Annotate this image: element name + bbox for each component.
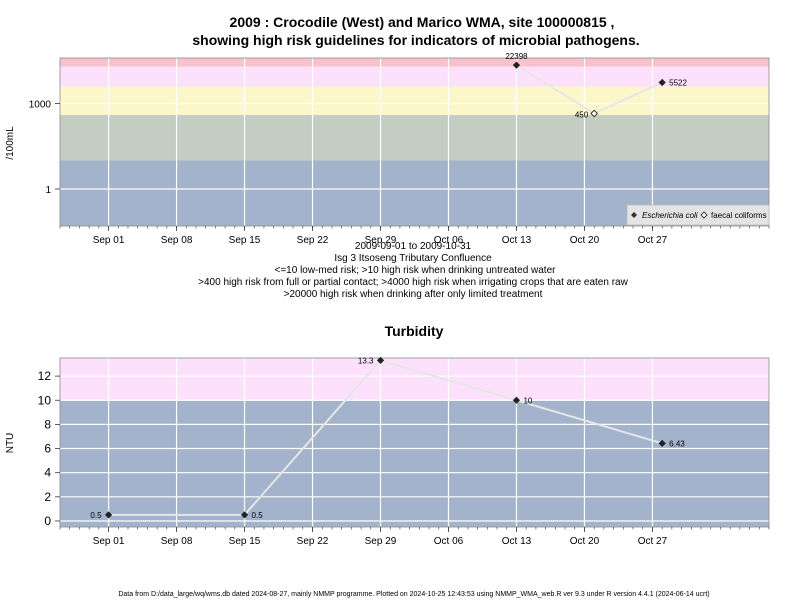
- p1-ytick-label-0: 1: [45, 185, 51, 196]
- legend-ecoli-label: Escherichia coli: [642, 211, 698, 220]
- p1-xtick-label-7: Oct 20: [570, 235, 600, 246]
- p2-point-label-2: 13.3: [358, 356, 374, 365]
- chart1-ylabel: /100mL: [5, 126, 16, 160]
- p1-point-label-1-0: 450: [575, 110, 589, 119]
- p2-point-label-0: 0.5: [90, 511, 102, 520]
- p2-point-3: [512, 396, 521, 404]
- p2-point-label-4: 6.43: [669, 439, 685, 448]
- p1-xtick-label-8: Oct 27: [638, 235, 668, 246]
- p1-ytick-label-1: 1000: [29, 100, 52, 111]
- p2-point-label-1: 0.5: [252, 511, 264, 520]
- p2-xtick-label-7: Oct 20: [570, 536, 600, 547]
- p2-xtick-label-2: Sep 15: [229, 536, 261, 547]
- p1-band-4: [60, 58, 769, 67]
- chart1-title-line1: 2009 : Crocodile (West) and Marico WMA, …: [230, 14, 615, 30]
- chart1-site-name: Isg 3 Itsoseng Tributary Confluence: [334, 253, 492, 264]
- chart1-date-range: 2009-09-01 to 2009-10-31: [355, 241, 472, 252]
- p2-xtick-label-6: Oct 13: [502, 536, 532, 547]
- p1-point-label-0-0: 22398: [505, 52, 528, 61]
- footer-note: Data from D:/data_large/wq/wms.db dated …: [118, 591, 709, 598]
- p1-xtick-label-3: Sep 22: [297, 235, 329, 246]
- p1-point-label-0-1: 5522: [669, 78, 687, 87]
- plot-microbial: Sep 01 Sep 08 Sep 15 Sep 22 Sep 29 Oct 06 Oct …: [29, 52, 770, 246]
- p2-point-1: [240, 511, 249, 519]
- p2-point-label-3: 10: [523, 396, 532, 405]
- p2-band-0: [60, 400, 769, 527]
- chart1-note-3: >20000 high risk when drinking after onl…: [284, 289, 543, 300]
- p1-xtick-label-5: Oct 06: [434, 235, 464, 246]
- p1-point-0-0: [512, 61, 521, 69]
- legend-box: [626, 204, 770, 226]
- chart1-title-line2: showing high risk guidelines for indicat…: [192, 32, 639, 48]
- p1-xtick-label-0: Sep 01: [93, 235, 125, 246]
- p1-xtick-label-1: Sep 08: [161, 235, 193, 246]
- p1-point-0-1: [658, 78, 666, 87]
- p2-point-0: [104, 511, 113, 519]
- p1-xtick-label-6: Oct 13: [502, 235, 532, 246]
- p2-ytick-label-0: 0: [44, 514, 51, 528]
- p2-ytick-label-3: 6: [44, 442, 51, 456]
- p1-xtick-label-2: Sep 15: [229, 235, 261, 246]
- p2-ytick-label-6: 12: [38, 369, 52, 383]
- chart1-note-2: >400 high risk from full or partial cont…: [198, 277, 628, 288]
- p1-frame: [59, 57, 770, 227]
- p1-point-1-0: [590, 109, 599, 118]
- legend-faecal-marker: [700, 211, 708, 219]
- chart1-note-1: <=10 low-med risk; >10 high risk when dr…: [275, 265, 557, 276]
- p1-band-2: [60, 86, 769, 115]
- chart1-legend: Escherichia coli faecal coliforms: [626, 204, 770, 226]
- p2-point-2: [376, 356, 385, 365]
- legend-ecoli-marker: [631, 212, 637, 218]
- p2-ytick-label-4: 8: [44, 417, 51, 431]
- p2-ytick-label-1: 2: [44, 490, 51, 504]
- p2-xtick-label-3: Sep 22: [297, 536, 329, 547]
- p2-point-4: [658, 439, 666, 447]
- p1-xtick-label-4: Sep 29: [365, 235, 397, 246]
- p1-band-3: [60, 66, 769, 87]
- p1-band-1: [60, 114, 769, 161]
- p2-band-1: [60, 358, 769, 401]
- p2-xtick-label-5: Oct 06: [434, 536, 464, 547]
- chart2-ylabel: NTU: [5, 433, 16, 454]
- plot-turbidity: Sep 01 Sep 08 Sep 15 Sep 22 Sep 29 Oct 06 Oct …: [38, 356, 770, 547]
- p2-xtick-label-4: Sep 29: [365, 536, 397, 547]
- p2-frame: [59, 357, 770, 528]
- p2-xtick-label-1: Sep 08: [161, 536, 193, 547]
- p2-ytick-label-5: 10: [38, 393, 52, 407]
- p2-ytick-label-2: 4: [44, 466, 51, 480]
- p2-xtick-label-0: Sep 01: [93, 536, 125, 547]
- chart2-title: Turbidity: [385, 323, 444, 339]
- p2-xtick-label-8: Oct 27: [638, 536, 668, 547]
- legend-faecal-label: faecal coliforms: [711, 211, 767, 220]
